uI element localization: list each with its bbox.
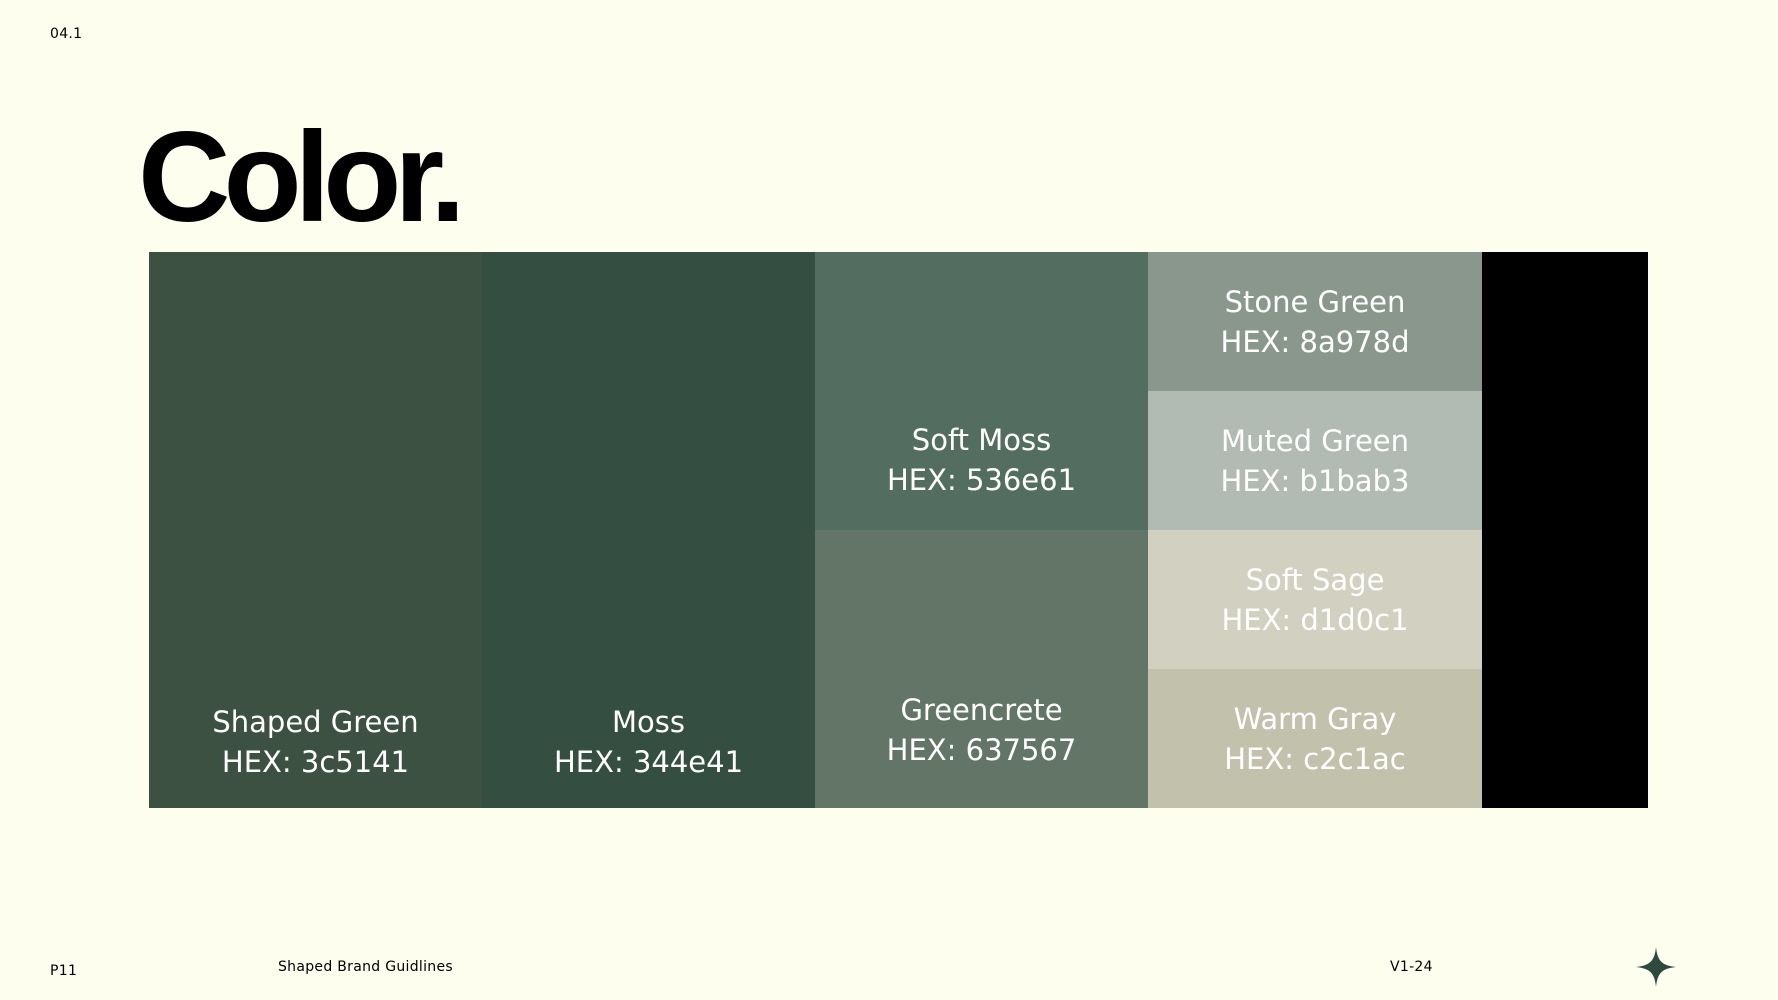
palette-column-2: Moss HEX: 344e41 (482, 252, 815, 808)
swatch-black (1482, 252, 1648, 808)
swatch-name: Muted Green (1220, 423, 1410, 458)
swatch-name: Warm Gray (1233, 701, 1397, 736)
swatch-hex: HEX: c2c1ac (1224, 741, 1406, 776)
page-title: Color. (138, 106, 466, 249)
swatch-hex: HEX: d1d0c1 (1221, 602, 1409, 637)
swatch-hex: HEX: 536e61 (886, 463, 1077, 497)
swatch-hex: HEX: 8a978d (1220, 324, 1410, 359)
swatch-name: Stone Green (1224, 284, 1406, 319)
color-palette: Shaped Green HEX: 3c5141 Moss HEX: 344e4… (149, 252, 1648, 808)
swatch-hex: HEX: 637567 (886, 733, 1077, 767)
swatch-name: Greencrete (900, 693, 1063, 727)
palette-column-3: Soft Moss HEX: 536e61 Greencrete HEX: 63… (815, 252, 1148, 808)
document-title: Shaped Brand Guidlines (278, 959, 453, 975)
swatch-moss: Moss HEX: 344e41 (482, 252, 815, 808)
swatch-hex: HEX: 3c5141 (221, 745, 410, 779)
swatch-greencrete: Greencrete HEX: 637567 (815, 530, 1148, 808)
palette-column-5 (1482, 252, 1648, 808)
star-shape (1636, 947, 1676, 987)
swatch-name: Soft Moss (911, 423, 1052, 457)
palette-column-4: Stone Green HEX: 8a978d Muted Green HEX:… (1148, 252, 1482, 808)
section-number: 04.1 (50, 26, 83, 42)
swatch-soft-moss: Soft Moss HEX: 536e61 (815, 252, 1148, 530)
page-number: P11 (50, 963, 78, 979)
swatch-name: Soft Sage (1245, 562, 1385, 597)
four-point-star-icon (1636, 947, 1676, 987)
swatch-stone-green: Stone Green HEX: 8a978d (1148, 252, 1482, 391)
swatch-muted-green: Muted Green HEX: b1bab3 (1148, 391, 1482, 530)
palette-column-1: Shaped Green HEX: 3c5141 (149, 252, 482, 808)
swatch-warm-gray: Warm Gray HEX: c2c1ac (1148, 669, 1482, 808)
swatch-soft-sage: Soft Sage HEX: d1d0c1 (1148, 530, 1482, 669)
swatch-hex: HEX: b1bab3 (1220, 463, 1410, 498)
swatch-hex: HEX: 344e41 (553, 745, 744, 779)
swatch-shaped-green: Shaped Green HEX: 3c5141 (149, 252, 482, 808)
swatch-name: Moss (612, 705, 685, 739)
swatch-name: Shaped Green (212, 705, 419, 739)
version-label: V1-24 (1390, 959, 1433, 975)
